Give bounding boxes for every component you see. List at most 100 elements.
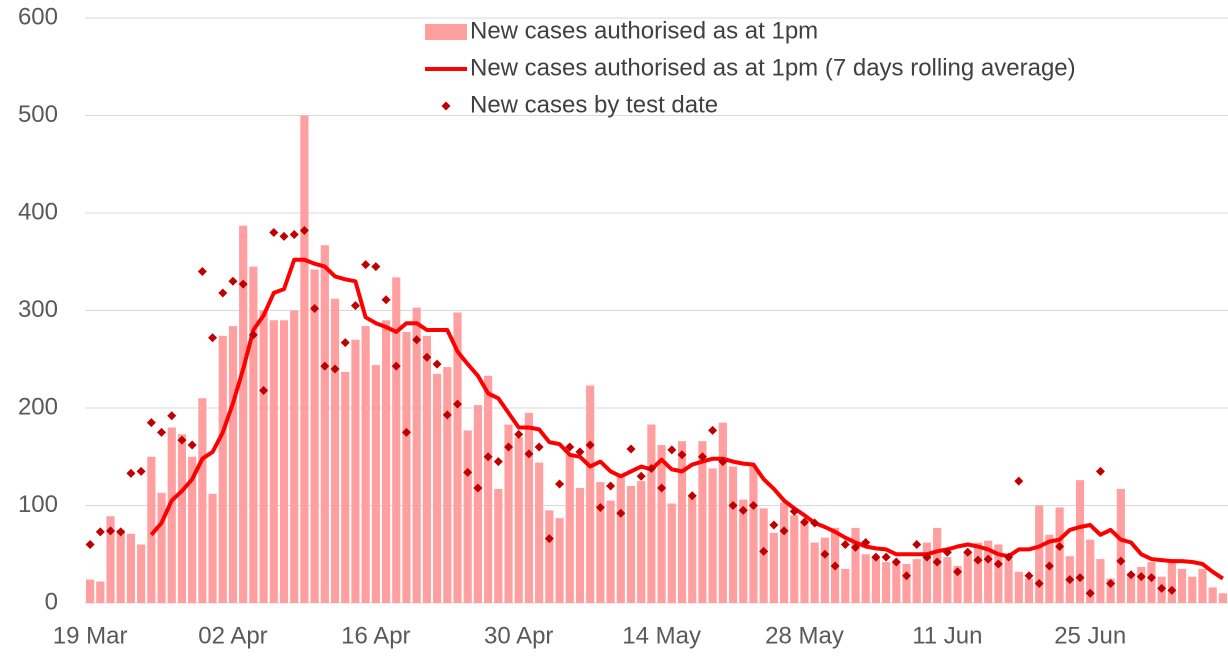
marker [371,262,381,272]
marker [401,427,411,437]
legend-swatch [425,24,467,40]
bar [688,495,697,603]
marker [657,483,667,493]
marker [1146,573,1156,583]
bar [545,510,554,603]
marker [963,547,973,557]
marker [289,229,299,239]
marker [412,335,422,345]
legend: New cases authorised as at 1pm New cases … [425,17,1076,118]
bar [1177,568,1187,603]
marker [1044,561,1054,571]
bar [402,331,411,603]
marker [993,559,1003,569]
marker [1075,573,1085,583]
bar [871,557,880,603]
marker [565,442,575,452]
bar [392,277,401,603]
bar [626,486,636,603]
bar [902,564,911,603]
y-tick-label: 300 [18,296,58,323]
y-tick-label: 500 [18,101,58,128]
marker [350,301,360,311]
legend-swatch [441,101,451,111]
bar [1024,578,1034,603]
bar [535,462,544,603]
marker [789,506,799,516]
marker [504,442,514,452]
marker [534,442,544,452]
marker [922,552,932,562]
bar [800,523,809,603]
marker [299,226,309,236]
bar [1116,488,1125,603]
marker [442,410,452,420]
marker [881,552,891,562]
x-tick-label: 16 Apr [341,622,410,649]
marker [851,542,861,552]
bar [555,518,564,603]
marker [269,228,279,237]
marker [697,452,707,462]
marker [810,518,820,528]
bar [290,310,299,603]
bar [381,320,391,603]
marker [177,435,187,445]
marker [902,571,912,581]
bar [188,456,197,603]
marker [769,520,779,530]
bar [473,405,482,603]
bar [453,312,462,603]
bar [1106,578,1115,603]
marker [718,457,728,467]
bar [422,335,431,603]
marker [626,444,636,454]
bar [1147,562,1156,603]
bar [228,326,238,603]
bar [167,427,176,603]
marker [983,554,993,564]
marker [228,276,238,286]
marker [136,466,146,476]
bar [279,320,289,603]
marker [616,508,626,518]
x-tick-label: 19 Mar [53,622,128,649]
marker [1085,588,1095,598]
bar [249,266,258,603]
legend-label: New cases authorised as at 1pm (7 days r… [470,54,1076,81]
bar [616,476,625,603]
y-tick-label: 400 [18,198,58,225]
marker [585,440,595,450]
marker [187,440,197,450]
bar [882,562,891,603]
bar [371,365,380,603]
marker [330,364,340,374]
x-tick-label: 02 Apr [198,622,267,649]
marker [840,540,850,549]
marker [432,359,442,369]
x-tick-label: 11 Jun [912,622,982,649]
marker [779,526,789,536]
bar [586,385,595,603]
bar [698,441,707,603]
marker [1055,541,1065,551]
bar [606,500,615,603]
marker [708,425,718,435]
marker [259,385,269,395]
marker [157,427,167,437]
marker [238,279,248,289]
bar [514,437,523,603]
bar [433,373,442,603]
marker [595,502,605,512]
marker [1167,585,1177,595]
marker [85,540,95,549]
bar [504,424,513,603]
bar [779,502,789,603]
marker [279,231,289,241]
bar [484,375,493,603]
marker [759,546,769,556]
marker [1136,572,1146,582]
marker [146,418,156,428]
x-tick-label: 25 Jun [1054,622,1126,649]
bar [177,434,187,603]
